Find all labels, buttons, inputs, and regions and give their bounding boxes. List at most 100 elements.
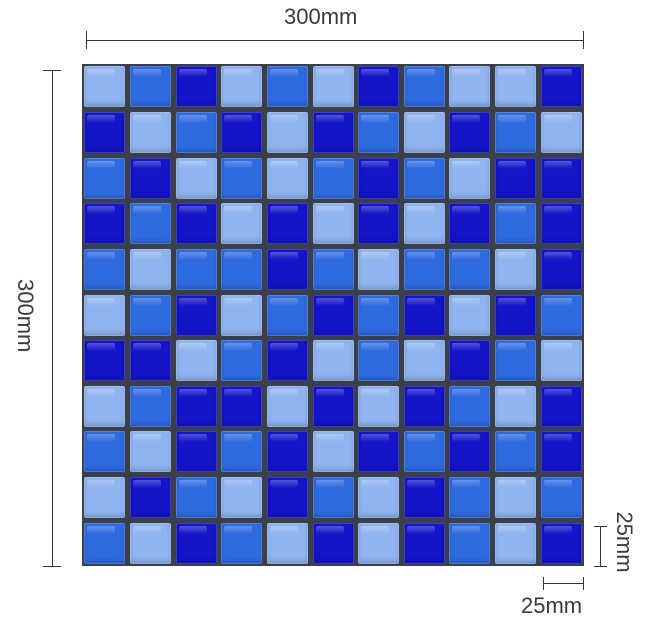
mosaic-tile <box>175 340 217 382</box>
mosaic-tile <box>449 66 491 108</box>
mosaic-tile <box>403 385 445 427</box>
mosaic-tile <box>221 66 263 108</box>
mosaic-tile <box>221 340 263 382</box>
mosaic-tile <box>540 431 582 473</box>
mosaic-tile <box>449 248 491 290</box>
mosaic-tile <box>312 340 354 382</box>
mosaic-tile <box>449 294 491 336</box>
mosaic-tile <box>540 111 582 153</box>
mosaic-tile <box>84 111 126 153</box>
mosaic-tile <box>266 522 308 564</box>
mosaic-tile <box>129 340 171 382</box>
mosaic-tile <box>312 477 354 519</box>
mosaic-tile <box>403 157 445 199</box>
mosaic-tile <box>266 248 308 290</box>
mosaic-tile <box>129 522 171 564</box>
tile-height-tick-bottom <box>594 566 607 567</box>
mosaic-tile <box>403 203 445 245</box>
mosaic-tile <box>358 431 400 473</box>
mosaic-tile <box>84 203 126 245</box>
mosaic-tile <box>221 111 263 153</box>
mosaic-tile <box>495 157 537 199</box>
mosaic-tile <box>358 111 400 153</box>
mosaic-tile <box>312 385 354 427</box>
mosaic-tile <box>403 294 445 336</box>
mosaic-tile <box>175 294 217 336</box>
tile-width-tick-left <box>543 577 544 590</box>
mosaic-tile <box>312 157 354 199</box>
mosaic-tile <box>221 203 263 245</box>
mosaic-tile <box>449 522 491 564</box>
mosaic-tile <box>358 248 400 290</box>
mosaic-tile <box>84 522 126 564</box>
mosaic-tile <box>495 385 537 427</box>
mosaic-tile <box>358 294 400 336</box>
mosaic-tile <box>84 340 126 382</box>
height-dimension-line <box>52 70 53 567</box>
mosaic-tile <box>403 248 445 290</box>
mosaic-tile <box>358 203 400 245</box>
mosaic-tile <box>495 66 537 108</box>
tile-height-dimension-label: 25mm <box>612 511 637 573</box>
mosaic-tile <box>495 294 537 336</box>
mosaic-tile <box>221 385 263 427</box>
mosaic-tile <box>175 431 217 473</box>
mosaic-tile <box>312 248 354 290</box>
mosaic-tile <box>312 431 354 473</box>
mosaic-tile <box>221 477 263 519</box>
mosaic-tile <box>540 248 582 290</box>
mosaic-tile <box>129 203 171 245</box>
mosaic-tile <box>266 157 308 199</box>
mosaic-tile <box>129 157 171 199</box>
mosaic-tile <box>84 157 126 199</box>
mosaic-tile <box>266 431 308 473</box>
mosaic-tile <box>495 203 537 245</box>
mosaic-tile <box>495 111 537 153</box>
mosaic-tile <box>403 431 445 473</box>
mosaic-tile <box>266 477 308 519</box>
tile-height-dimension-line <box>600 526 601 566</box>
mosaic-tile <box>175 111 217 153</box>
mosaic-tile <box>358 522 400 564</box>
mosaic-tile <box>312 66 354 108</box>
mosaic-tile <box>129 431 171 473</box>
mosaic-tile <box>266 203 308 245</box>
mosaic-tile <box>221 294 263 336</box>
mosaic-tile <box>495 522 537 564</box>
mosaic-tile <box>358 385 400 427</box>
mosaic-tile <box>129 111 171 153</box>
mosaic-tile <box>358 157 400 199</box>
mosaic-tile <box>449 111 491 153</box>
mosaic-tile <box>403 66 445 108</box>
mosaic-tile <box>175 385 217 427</box>
mosaic-tile <box>129 294 171 336</box>
mosaic-tile <box>312 294 354 336</box>
mosaic-tile <box>449 157 491 199</box>
tile-width-dimension-line <box>543 583 584 584</box>
height-dimension-label: 300mm <box>13 279 38 353</box>
mosaic-tile <box>84 385 126 427</box>
mosaic-tile <box>449 203 491 245</box>
mosaic-tile <box>495 340 537 382</box>
mosaic-tile <box>540 203 582 245</box>
mosaic-tile <box>266 340 308 382</box>
mosaic-tile <box>84 431 126 473</box>
mosaic-tile <box>129 385 171 427</box>
mosaic-tile <box>403 111 445 153</box>
mosaic-tile <box>221 248 263 290</box>
mosaic-tile <box>540 294 582 336</box>
tile-height-tick-top <box>594 526 607 527</box>
width-dimension-tick-right <box>583 31 584 49</box>
mosaic-tile <box>175 157 217 199</box>
mosaic-tile <box>129 248 171 290</box>
mosaic-tile <box>449 340 491 382</box>
mosaic-tile <box>495 477 537 519</box>
mosaic-tile <box>403 522 445 564</box>
mosaic-tile <box>266 111 308 153</box>
mosaic-tile <box>312 522 354 564</box>
mosaic-tile <box>403 477 445 519</box>
mosaic-tile <box>449 477 491 519</box>
mosaic-tile <box>495 248 537 290</box>
mosaic-tile <box>540 522 582 564</box>
tile-width-tick-right <box>583 577 584 590</box>
